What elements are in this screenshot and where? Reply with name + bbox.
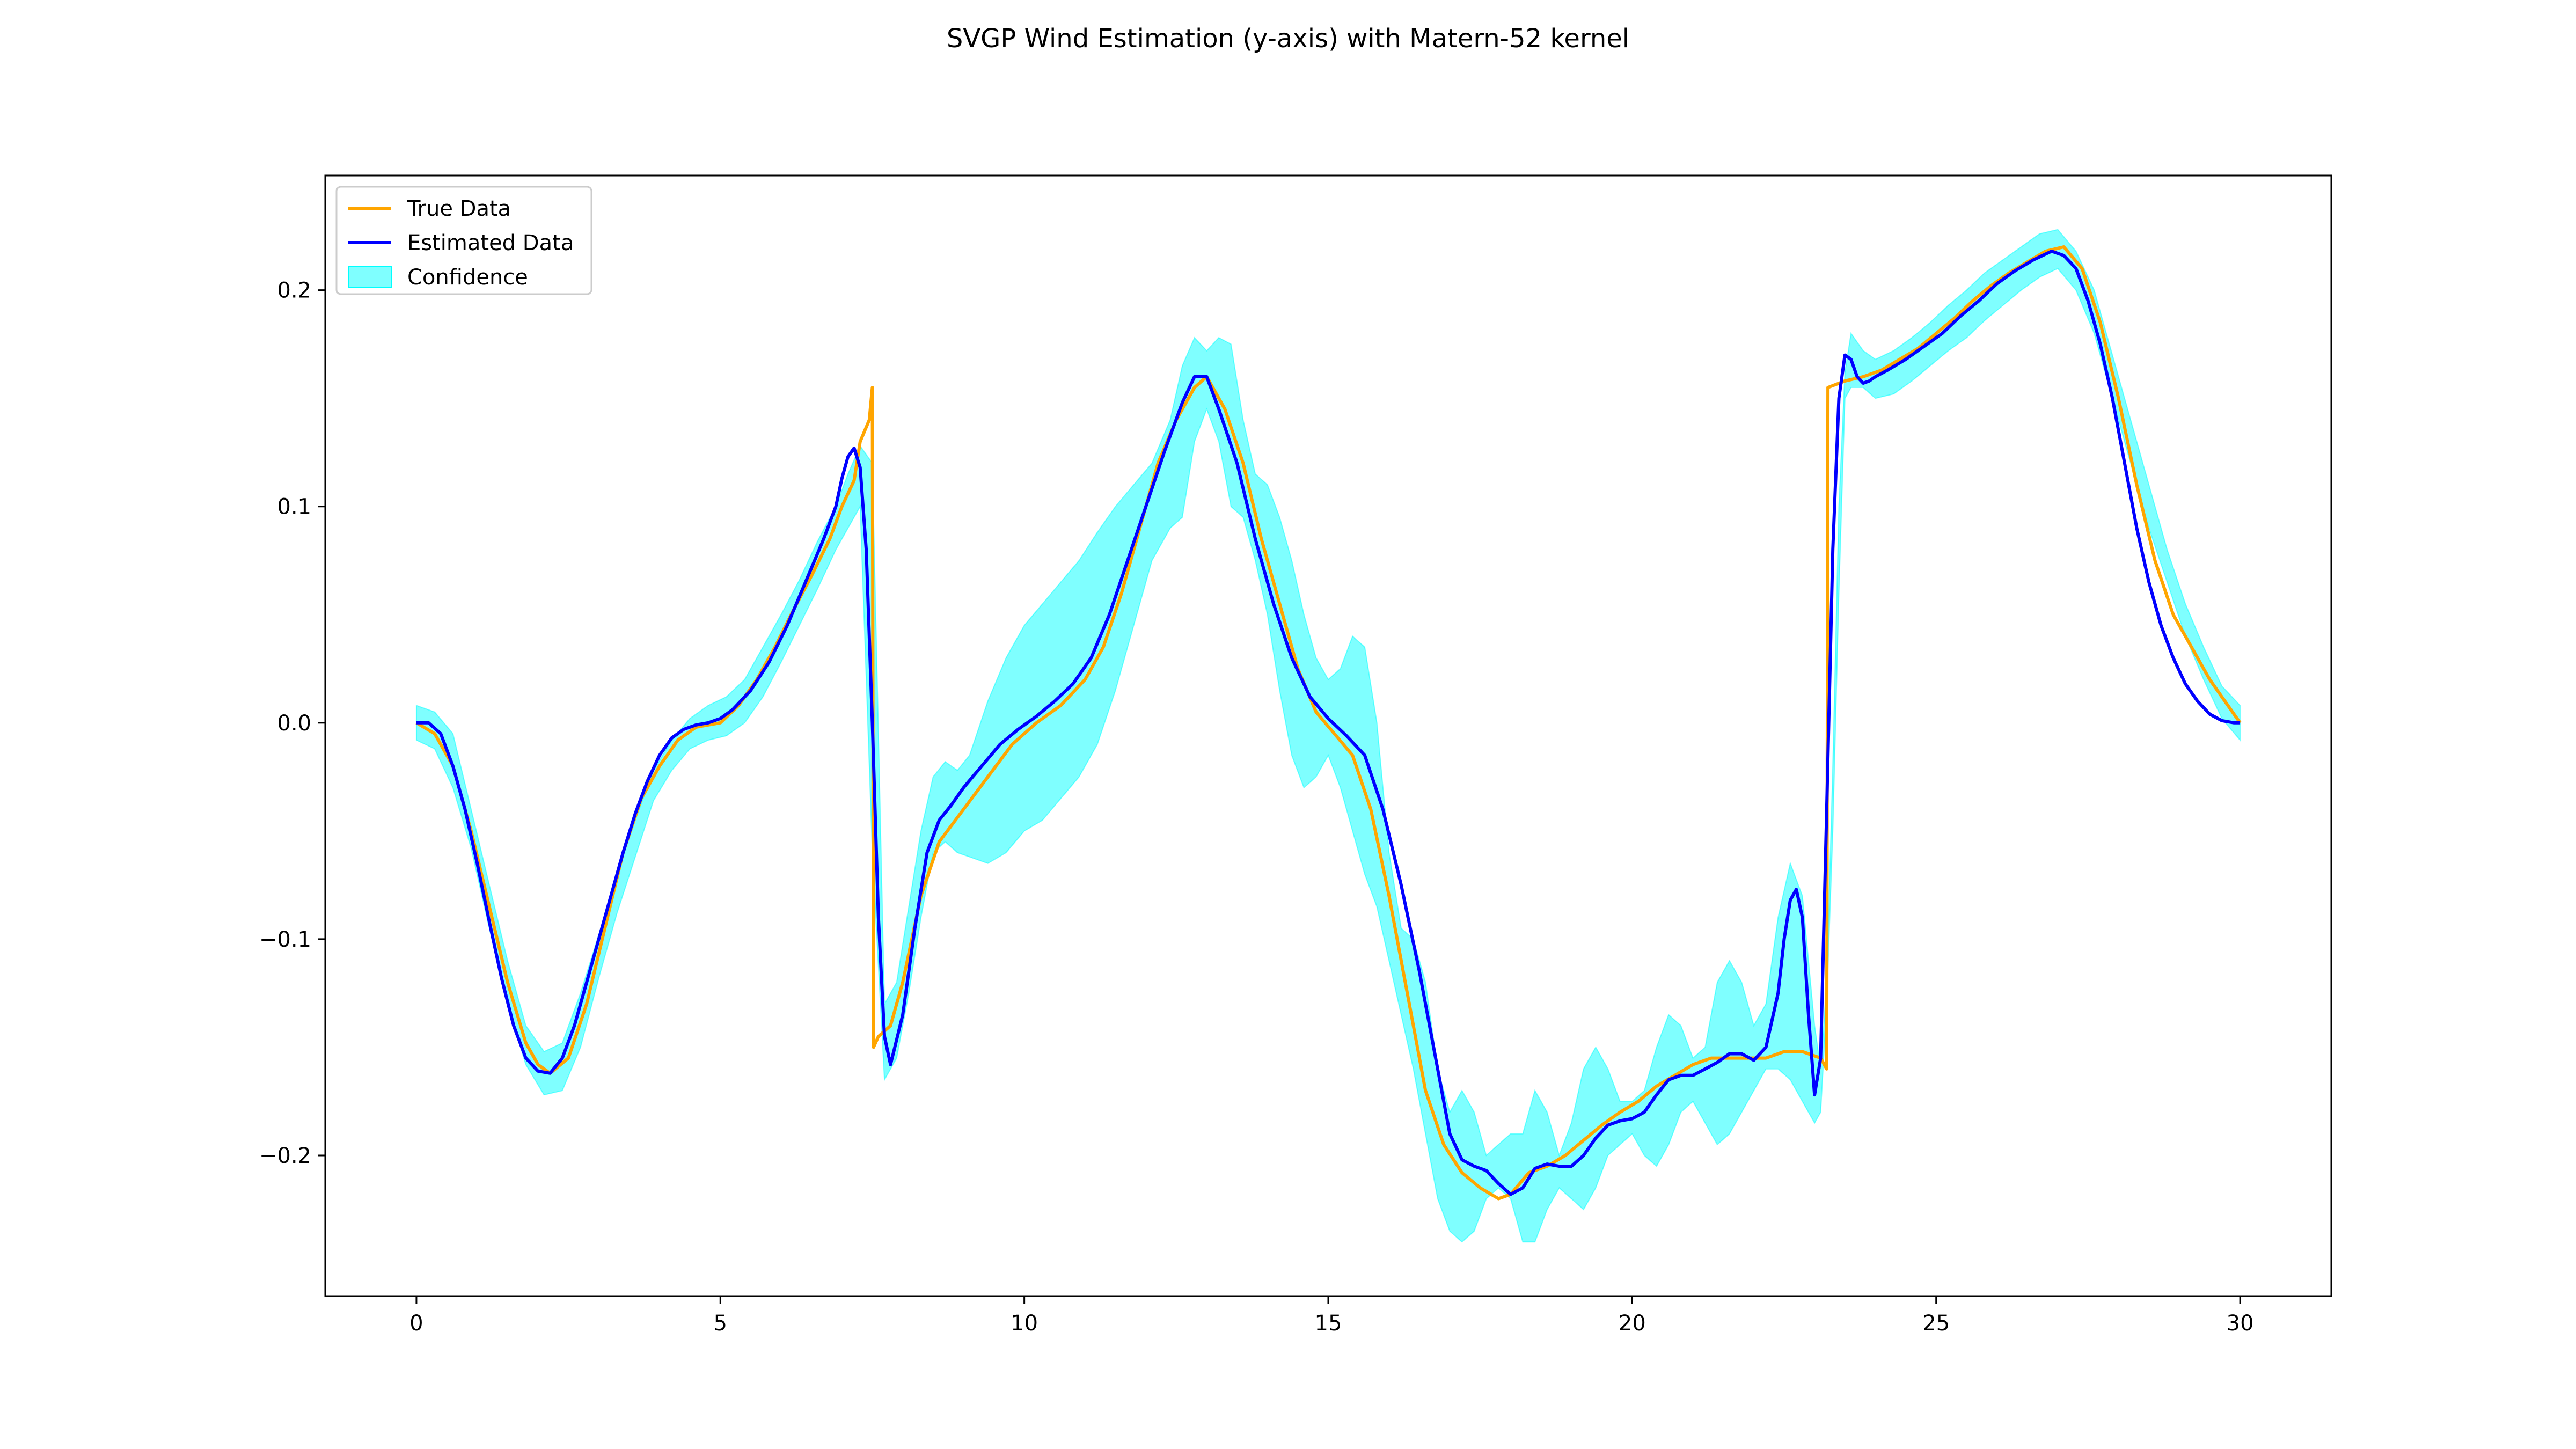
x-tick-label: 0 [409,1311,423,1336]
legend: True Data Estimated Data Confidence [335,186,592,295]
legend-label-confidence: Confidence [407,265,528,290]
x-tick-label: 25 [1922,1311,1950,1336]
legend-label-true-data: True Data [407,196,511,221]
x-axis: 0 5 10 15 20 25 30 [409,1296,2254,1336]
estimated-data-line [416,250,2241,1196]
y-tick-label: −0.1 [259,927,311,952]
x-tick-label: 15 [1315,1311,1342,1336]
x-tick-label: 20 [1619,1311,1646,1336]
confidence-band-layer [415,229,2241,1243]
legend-label-estimated-data: Estimated Data [407,231,574,255]
legend-swatch-confidence [348,266,392,288]
y-tick-label: −0.2 [259,1144,311,1168]
x-tick-label: 5 [714,1311,727,1336]
y-tick-label: 0.2 [277,279,311,303]
series-line-layer [415,245,2242,1201]
y-axis: −0.2 −0.1 0.0 0.1 0.2 [259,279,325,1168]
legend-frame [335,186,592,295]
x-tick-label: 30 [2227,1311,2254,1336]
y-tick-label: 0.0 [277,711,311,736]
chart-title: SVGP Wind Estimation (y-axis) with Mater… [947,24,1629,54]
x-tick-label: 10 [1011,1311,1038,1336]
y-tick-label: 0.1 [277,495,311,519]
confidence-band [415,229,2241,1243]
